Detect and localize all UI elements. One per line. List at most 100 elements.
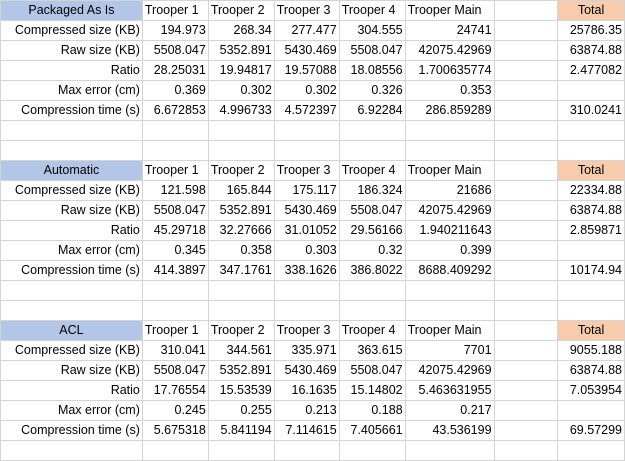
value-cell[interactable]: 7701 — [404, 340, 495, 361]
empty-cell[interactable] — [493, 380, 559, 401]
value-cell[interactable]: 0.302 — [207, 80, 275, 101]
value-cell[interactable]: 338.1626 — [273, 260, 340, 281]
value-cell[interactable]: 0.303 — [273, 240, 340, 261]
value-cell[interactable]: 17.76554 — [141, 380, 209, 401]
column-header-cell[interactable]: Trooper 1 — [141, 0, 209, 21]
row-label-cell[interactable]: Ratio — [0, 380, 143, 401]
empty-cell[interactable] — [338, 300, 406, 321]
value-cell[interactable]: 0.399 — [404, 240, 495, 261]
empty-cell[interactable] — [493, 440, 559, 461]
empty-cell[interactable] — [557, 140, 625, 161]
empty-cell[interactable] — [493, 400, 559, 421]
value-cell[interactable]: 0.353 — [404, 80, 495, 101]
value-cell[interactable]: 4.996733 — [207, 100, 275, 121]
empty-cell[interactable] — [0, 440, 143, 461]
total-value-cell[interactable]: 63874.88 — [557, 200, 625, 221]
value-cell[interactable]: 19.94817 — [207, 60, 275, 81]
total-value-cell[interactable]: 10174.94 — [557, 260, 625, 281]
empty-cell[interactable] — [404, 300, 495, 321]
value-cell[interactable]: 7.405661 — [338, 420, 406, 441]
value-cell[interactable]: 363.615 — [338, 340, 406, 361]
empty-cell[interactable] — [273, 120, 340, 141]
value-cell[interactable]: 0.255 — [207, 400, 275, 421]
value-cell[interactable]: 347.1761 — [207, 260, 275, 281]
empty-cell[interactable] — [338, 140, 406, 161]
value-cell[interactable]: 42075.42969 — [404, 360, 495, 381]
column-header-cell[interactable]: Trooper 2 — [207, 160, 275, 181]
total-value-cell[interactable]: 25786.35 — [557, 20, 625, 41]
empty-cell[interactable] — [207, 300, 275, 321]
row-label-cell[interactable]: Ratio — [0, 220, 143, 241]
empty-cell[interactable] — [493, 240, 559, 261]
empty-cell[interactable] — [207, 120, 275, 141]
section-title-cell[interactable]: ACL — [0, 320, 143, 341]
empty-cell[interactable] — [493, 160, 559, 181]
empty-cell[interactable] — [207, 280, 275, 301]
empty-cell[interactable] — [0, 140, 143, 161]
value-cell[interactable]: 0.217 — [404, 400, 495, 421]
row-label-cell[interactable]: Max error (cm) — [0, 80, 143, 101]
empty-cell[interactable] — [493, 200, 559, 221]
empty-cell[interactable] — [493, 300, 559, 321]
row-label-cell[interactable]: Max error (cm) — [0, 400, 143, 421]
total-value-cell[interactable]: 69.57299 — [557, 420, 625, 441]
value-cell[interactable]: 15.53539 — [207, 380, 275, 401]
value-cell[interactable]: 5.841194 — [207, 420, 275, 441]
total-value-cell[interactable]: 2.477082 — [557, 60, 625, 81]
empty-cell[interactable] — [493, 360, 559, 381]
total-header-cell[interactable]: Total — [557, 320, 625, 341]
value-cell[interactable]: 121.598 — [141, 180, 209, 201]
value-cell[interactable]: 5352.891 — [207, 360, 275, 381]
value-cell[interactable]: 5508.047 — [141, 360, 209, 381]
value-cell[interactable]: 1.940211643 — [404, 220, 495, 241]
row-label-cell[interactable]: Max error (cm) — [0, 240, 143, 261]
value-cell[interactable]: 7.114615 — [273, 420, 340, 441]
empty-cell[interactable] — [141, 140, 209, 161]
empty-cell[interactable] — [0, 120, 143, 141]
row-label-cell[interactable]: Raw size (KB) — [0, 360, 143, 381]
value-cell[interactable]: 277.477 — [273, 20, 340, 41]
value-cell[interactable]: 15.14802 — [338, 380, 406, 401]
column-header-cell[interactable]: Trooper 2 — [207, 0, 275, 21]
value-cell[interactable]: 0.32 — [338, 240, 406, 261]
empty-cell[interactable] — [141, 440, 209, 461]
value-cell[interactable]: 5352.891 — [207, 200, 275, 221]
value-cell[interactable]: 19.57088 — [273, 60, 340, 81]
section-title-cell[interactable]: Packaged As Is — [0, 0, 143, 21]
value-cell[interactable]: 5352.891 — [207, 40, 275, 61]
value-cell[interactable]: 29.56166 — [338, 220, 406, 241]
row-label-cell[interactable]: Compressed size (KB) — [0, 340, 143, 361]
value-cell[interactable]: 344.561 — [207, 340, 275, 361]
column-header-cell[interactable]: Trooper Main — [404, 160, 495, 181]
empty-cell[interactable] — [338, 120, 406, 141]
value-cell[interactable]: 42075.42969 — [404, 40, 495, 61]
value-cell[interactable]: 0.302 — [273, 80, 340, 101]
value-cell[interactable]: 268.34 — [207, 20, 275, 41]
total-header-cell[interactable]: Total — [557, 0, 625, 21]
total-value-cell[interactable]: 310.0241 — [557, 100, 625, 121]
empty-cell[interactable] — [493, 0, 559, 21]
empty-cell[interactable] — [493, 140, 559, 161]
value-cell[interactable]: 24741 — [404, 20, 495, 41]
empty-cell[interactable] — [141, 300, 209, 321]
value-cell[interactable]: 175.117 — [273, 180, 340, 201]
empty-cell[interactable] — [404, 120, 495, 141]
column-header-cell[interactable]: Trooper 3 — [273, 160, 340, 181]
value-cell[interactable]: 45.29718 — [141, 220, 209, 241]
value-cell[interactable]: 8688.409292 — [404, 260, 495, 281]
empty-cell[interactable] — [141, 280, 209, 301]
column-header-cell[interactable]: Trooper Main — [404, 0, 495, 21]
empty-cell[interactable] — [207, 440, 275, 461]
value-cell[interactable]: 0.188 — [338, 400, 406, 421]
value-cell[interactable]: 5508.047 — [338, 200, 406, 221]
total-value-cell[interactable]: 9055.188 — [557, 340, 625, 361]
row-label-cell[interactable]: Compression time (s) — [0, 420, 143, 441]
column-header-cell[interactable]: Trooper 4 — [338, 320, 406, 341]
empty-cell[interactable] — [557, 300, 625, 321]
empty-cell[interactable] — [207, 140, 275, 161]
total-value-cell[interactable]: 2.859871 — [557, 220, 625, 241]
empty-cell[interactable] — [404, 140, 495, 161]
row-label-cell[interactable]: Compressed size (KB) — [0, 180, 143, 201]
value-cell[interactable]: 386.8022 — [338, 260, 406, 281]
empty-cell[interactable] — [493, 120, 559, 141]
